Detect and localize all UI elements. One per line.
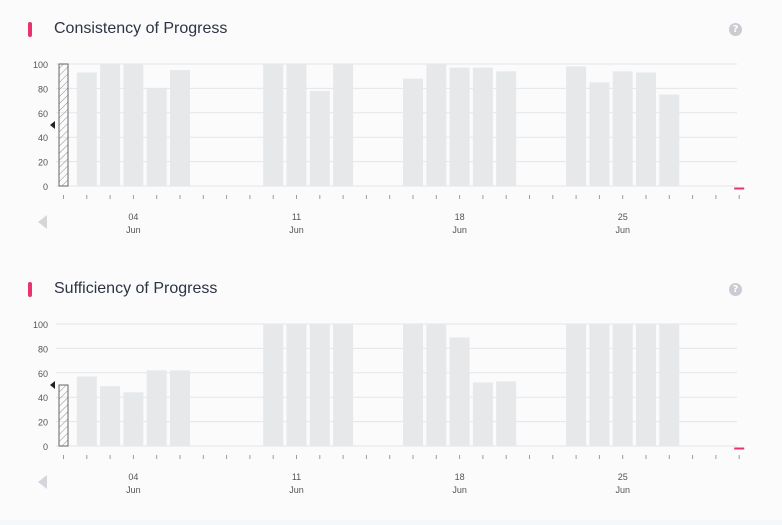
hatched-bar <box>58 384 69 447</box>
x-tick-label-month: Jun <box>615 485 630 495</box>
bar <box>123 64 144 186</box>
sufficiency-chart: 0 20 40 60 80 100 04 Jun 11 Jun 18 Jun 25 Jun <box>33 320 745 495</box>
hatched-bar <box>58 63 69 187</box>
y-tick-label: 20 <box>38 418 48 428</box>
bar <box>146 88 167 186</box>
bar <box>472 67 493 186</box>
panel-title: Consistency of Progress <box>54 20 228 37</box>
bar <box>426 324 447 446</box>
target-marker <box>50 381 55 389</box>
bar <box>263 64 284 186</box>
consistency-panel: Consistency of Progress ? 0 20 40 60 80 100 04… <box>0 0 782 260</box>
bar <box>403 78 423 186</box>
question-circle-icon[interactable]: ? <box>729 283 742 296</box>
sufficiency-panel: Sufficiency of Progress ? 0 20 40 60 80 100 04… <box>0 260 782 520</box>
bar <box>566 66 587 186</box>
x-tick-label-month: Jun <box>452 225 467 235</box>
x-tick-label-day: 04 <box>128 472 138 482</box>
y-tick-label: 100 <box>33 60 48 70</box>
x-tick-label-day: 18 <box>455 212 465 222</box>
bar <box>170 70 190 186</box>
bar <box>100 64 121 186</box>
bar <box>449 337 470 446</box>
bar <box>449 67 470 186</box>
y-tick-label: 80 <box>38 344 48 354</box>
y-tick-label: 60 <box>38 369 48 379</box>
bar <box>636 72 656 186</box>
panel-accent-bar <box>28 282 32 297</box>
y-tick-label: 100 <box>33 320 48 330</box>
bar <box>496 381 517 446</box>
x-tick-label-day: 25 <box>618 472 628 482</box>
bar <box>286 324 307 446</box>
bar <box>333 324 354 446</box>
target-marker <box>50 121 55 129</box>
bar <box>76 376 97 446</box>
bar <box>589 324 610 446</box>
x-tick-label-month: Jun <box>289 485 304 495</box>
y-tick-label: 80 <box>38 84 48 94</box>
bar <box>659 324 680 446</box>
bar <box>472 382 493 446</box>
y-tick-label: 0 <box>43 182 48 192</box>
bar <box>566 324 587 446</box>
panel-title: Sufficiency of Progress <box>54 280 218 297</box>
x-tick-label-day: 11 <box>292 212 301 222</box>
bar <box>263 324 284 446</box>
bar <box>612 324 633 446</box>
chevron-left-icon[interactable] <box>38 475 47 489</box>
x-tick-label-month: Jun <box>126 225 141 235</box>
bar <box>309 324 330 446</box>
bar <box>100 386 121 446</box>
bar <box>123 392 144 446</box>
panel-accent-bar <box>28 22 32 37</box>
x-tick-label-month: Jun <box>615 225 630 235</box>
bar <box>309 90 330 186</box>
x-tick-label-day: 04 <box>128 212 138 222</box>
y-tick-label: 20 <box>38 158 48 168</box>
y-tick-label: 40 <box>38 393 48 403</box>
bar <box>496 71 517 186</box>
bar <box>286 64 307 186</box>
bar <box>612 71 633 186</box>
bar <box>636 324 656 446</box>
y-tick-label: 40 <box>38 133 48 143</box>
question-circle-icon[interactable]: ? <box>729 23 742 36</box>
x-tick-label-day: 18 <box>455 472 465 482</box>
bar <box>403 324 423 446</box>
bar <box>426 64 447 186</box>
x-tick-label-month: Jun <box>289 225 304 235</box>
bar <box>76 72 97 186</box>
x-tick-label-day: 25 <box>618 212 628 222</box>
y-tick-label: 0 <box>43 442 48 452</box>
bar <box>589 82 610 186</box>
bar <box>333 64 354 186</box>
y-tick-label: 60 <box>38 109 48 119</box>
x-tick-label-month: Jun <box>126 485 141 495</box>
x-tick-label-month: Jun <box>452 485 467 495</box>
bar <box>170 370 190 446</box>
x-tick-label-day: 11 <box>292 472 301 482</box>
consistency-chart: 0 20 40 60 80 100 04 Jun 11 Jun 18 Jun 25 Jun <box>33 60 745 235</box>
bar <box>659 94 680 186</box>
chevron-left-icon[interactable] <box>38 215 47 229</box>
bar <box>146 370 167 446</box>
